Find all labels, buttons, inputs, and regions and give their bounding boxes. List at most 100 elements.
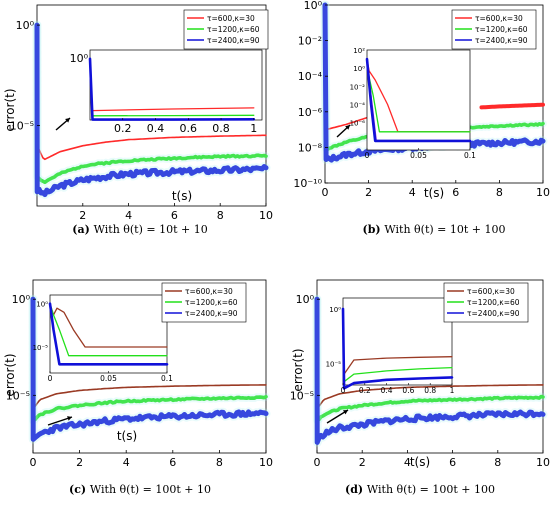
x-axis-label: t(s) <box>117 429 137 443</box>
legend-entry: τ=600,κ=30 <box>467 287 515 296</box>
inset-y-tick-label: 10⁰ <box>70 52 89 65</box>
inset-x-tick-label: 0.4 <box>147 122 165 135</box>
y-tick-label: 10⁰ <box>12 293 31 306</box>
caption-label: (d) <box>345 483 367 496</box>
legend-box <box>183 9 269 50</box>
inset-series-3 <box>341 307 454 390</box>
caption-label: (c) <box>69 483 90 496</box>
legend-entry: τ=600,κ=30 <box>475 14 523 23</box>
x-tick-label: 4 <box>125 209 132 222</box>
inset-panel-b: 0 0.05 0.1 10² 10⁰ 10⁻² 10⁻⁴ 10⁻⁶ <box>350 47 477 160</box>
y-axis-label: error(t) <box>3 88 17 131</box>
legend-panel-b: τ=600,κ=30 τ=1200,κ=60 τ=2400,κ=90 <box>451 9 537 50</box>
y-tick-label: 10⁻⁵ <box>6 389 30 402</box>
inset-y-tick-label: 10⁻⁴ <box>350 102 366 110</box>
zoom-arrowhead <box>67 416 72 421</box>
series-2 <box>29 295 270 425</box>
legend-entry: τ=1200,κ=60 <box>475 25 528 34</box>
inset-x-tick-label: 0.8 <box>212 122 230 135</box>
x-tick-label: 2 <box>365 186 372 199</box>
x-tick-label: 10 <box>259 209 273 222</box>
series-2 <box>33 21 270 187</box>
y-tick-label: 10⁻² <box>298 35 322 48</box>
x-tick-label: 0 <box>314 456 321 469</box>
series-1 <box>324 4 545 131</box>
caption-label: (b) <box>362 223 384 236</box>
panel-b: 0 2 4 6 8 10 10⁰ 10⁻² 10⁻⁴ 10⁻⁶ 10⁻⁸ 10⁻¹⁰ t(s) 0 0.05… <box>293 0 550 200</box>
x-tick-label: 0 <box>30 456 37 469</box>
zoom-arrowhead <box>345 125 350 130</box>
series-2 <box>313 295 547 425</box>
series-3 <box>32 20 271 200</box>
caption-text: With θ(t) = 100t + 100 <box>367 483 495 496</box>
inset-y-tick-label: 10⁰ <box>329 306 341 314</box>
caption-a: (a) With θ(t) = 10t + 10 <box>72 223 207 236</box>
inset-panel-a: 0.2 0.4 0.6 0.8 1 10⁰ <box>70 49 263 135</box>
x-tick-label: 6 <box>169 456 176 469</box>
x-tick-label: 6 <box>449 456 456 469</box>
inset-x-tick-label: 0.6 <box>402 386 414 395</box>
y-tick-label: 10⁻⁵ <box>10 120 34 133</box>
inset-series-3 <box>48 302 169 366</box>
inset-x-tick-label: 0 <box>365 151 370 160</box>
inset-y-tick-label: 10⁻⁵ <box>33 344 49 352</box>
inset-y-tick-label: 10⁻² <box>350 83 366 91</box>
zoom-arrowhead <box>65 118 70 123</box>
x-axis-label: t(s) <box>424 186 444 200</box>
legend-entry: τ=2400,κ=90 <box>207 36 260 45</box>
x-tick-label: 6 <box>452 186 459 199</box>
inset-x-tick-label: 0.2 <box>114 122 132 135</box>
x-tick-label: 8 <box>216 456 223 469</box>
y-tick-label: 10⁻⁵ <box>290 389 314 402</box>
y-tick-label: 10⁰ <box>304 0 323 12</box>
legend-entry: τ=600,κ=30 <box>185 287 233 296</box>
x-tick-label: 4 <box>404 456 411 469</box>
caption-text: With θ(t) = 10t + 10 <box>94 223 208 236</box>
legend-entry: τ=1200,κ=60 <box>185 298 238 307</box>
y-tick-label: 10⁻¹⁰ <box>293 177 322 190</box>
inset-x-tick-label: 0.1 <box>161 374 173 383</box>
y-axis-label: error(t) <box>3 353 17 396</box>
inset-series-3 <box>88 57 256 121</box>
caption-text: With θ(t) = 10t + 100 <box>384 223 505 236</box>
inset-x-tick-label: 0.2 <box>359 386 371 395</box>
y-tick-label: 10⁰ <box>296 293 315 306</box>
inset-x-tick-label: 0.05 <box>410 151 427 160</box>
series-3 <box>28 294 271 444</box>
inset-x-tick-label: 0.1 <box>464 151 476 160</box>
legend-entry: τ=1200,κ=60 <box>207 25 260 34</box>
inset-series-2 <box>49 303 168 357</box>
y-tick-label: 10⁻⁴ <box>298 70 323 83</box>
inset-x-tick-label: 1 <box>250 122 257 135</box>
x-tick-label: 2 <box>76 456 83 469</box>
legend-panel-d: τ=600,κ=30 τ=1200,κ=60 τ=2400,κ=90 <box>443 282 529 323</box>
inset-x-tick-label: 0 <box>341 386 346 395</box>
caption-label: (a) <box>72 223 93 236</box>
inset-series-4 <box>365 57 472 143</box>
legend-panel-a: τ=600,κ=30 τ=1200,κ=60 τ=2400,κ=90 <box>183 9 269 50</box>
caption-d: (d) With θ(t) = 100t + 100 <box>345 483 495 496</box>
y-axis-label: error(t) <box>291 348 305 391</box>
inset-plot-area <box>342 297 453 386</box>
x-tick-label: 4 <box>409 186 416 199</box>
y-tick-label: 10⁰ <box>16 19 35 32</box>
inset-y-tick-label: 10⁰ <box>353 65 365 73</box>
legend-entry: τ=2400,κ=90 <box>185 309 238 318</box>
inset-y-tick-label: 10⁻⁵ <box>326 360 342 368</box>
x-axis-label: t(s) <box>410 455 430 469</box>
legend-panel-c: τ=600,κ=30 τ=1200,κ=60 τ=2400,κ=90 <box>161 282 247 323</box>
caption-c: (c) With θ(t) = 100t + 10 <box>69 483 211 496</box>
inset-x-tick-label: 0 <box>48 374 53 383</box>
zoom-arrowhead <box>343 410 348 415</box>
x-tick-label: 8 <box>217 209 224 222</box>
inset-y-tick-label: 10² <box>353 47 365 55</box>
x-tick-label: 2 <box>79 209 86 222</box>
series-3 <box>312 294 548 447</box>
y-tick-label: 10⁻⁶ <box>298 106 323 119</box>
legend-entry: τ=1200,κ=60 <box>467 298 520 307</box>
x-tick-label: 10 <box>536 456 550 469</box>
x-tick-label: 10 <box>259 456 273 469</box>
